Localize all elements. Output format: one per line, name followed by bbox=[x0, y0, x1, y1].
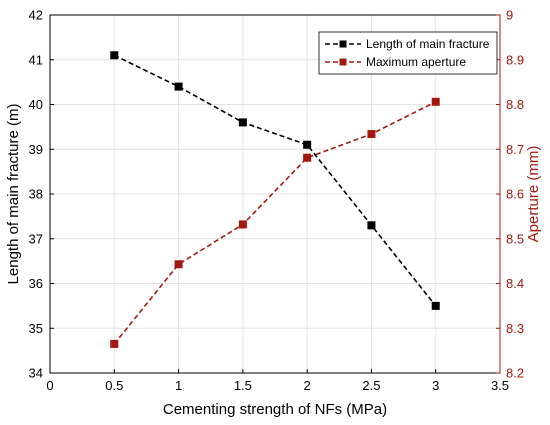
data-point bbox=[431, 301, 440, 310]
data-point bbox=[367, 130, 376, 139]
x-tick-label: 3.5 bbox=[491, 378, 509, 393]
left-y-tick-label: 38 bbox=[29, 187, 43, 202]
series-2 bbox=[110, 97, 440, 348]
left-y-tick-label: 36 bbox=[29, 276, 43, 291]
right-y-tick-label: 8.7 bbox=[506, 142, 524, 157]
legend-item: Length of main fracture bbox=[325, 37, 490, 51]
x-tick-label: 0.5 bbox=[105, 378, 123, 393]
x-tick-label: 3 bbox=[432, 378, 439, 393]
data-point bbox=[174, 260, 183, 269]
data-point bbox=[303, 153, 312, 162]
right-y-tick-label: 8.8 bbox=[506, 97, 524, 112]
right-y-tick-label: 8.5 bbox=[506, 231, 524, 246]
x-tick-label: 0 bbox=[46, 378, 53, 393]
data-point bbox=[367, 221, 376, 230]
x-axis-label: Cementing strength of NFs (MPa) bbox=[163, 401, 387, 418]
legend-marker bbox=[339, 40, 347, 48]
data-point bbox=[174, 82, 183, 91]
data-point bbox=[110, 51, 119, 60]
left-y-tick-label: 34 bbox=[29, 366, 43, 381]
series-layer bbox=[110, 51, 440, 348]
series-1 bbox=[110, 51, 440, 310]
right-y-tick-label: 8.2 bbox=[506, 366, 524, 381]
left-y-tick-label: 42 bbox=[29, 8, 43, 23]
left-y-tick-label: 39 bbox=[29, 142, 43, 157]
x-tick-label: 1 bbox=[175, 378, 182, 393]
left-y-tick-label: 35 bbox=[29, 321, 43, 336]
right-y-axis-label: Aperture (mm) bbox=[525, 146, 542, 243]
right-y-tick-label: 8.9 bbox=[506, 52, 524, 67]
right-y-tick-label: 8.6 bbox=[506, 187, 524, 202]
legend-item: Maximum aperture bbox=[325, 55, 466, 69]
legend-marker bbox=[339, 58, 347, 66]
data-point bbox=[110, 339, 119, 348]
legend-label: Maximum aperture bbox=[366, 55, 466, 69]
left-y-tick-label: 37 bbox=[29, 231, 43, 246]
right-y-tick-label: 8.4 bbox=[506, 276, 524, 291]
data-point bbox=[431, 97, 440, 106]
legend-box bbox=[318, 31, 498, 75]
legend: Length of main fracture Maximum aperture bbox=[318, 31, 498, 75]
data-point bbox=[238, 220, 247, 229]
series-line bbox=[113, 101, 437, 345]
right-y-axis: 8.2 8.3 8.4 8.5 8.6 8.7 8.8 8.9 9 bbox=[496, 8, 524, 381]
right-y-tick-label: 9 bbox=[506, 8, 513, 23]
x-tick-label: 2.5 bbox=[362, 378, 380, 393]
x-tick-label: 2 bbox=[304, 378, 311, 393]
series-line bbox=[113, 54, 437, 307]
x-tick-label: 1.5 bbox=[234, 378, 252, 393]
data-point bbox=[238, 118, 247, 127]
left-y-axis: 34 35 36 37 38 39 40 41 42 bbox=[29, 8, 54, 381]
x-axis: 0 0.5 1 1.5 2 2.5 3 3.5 bbox=[46, 369, 509, 393]
left-y-tick-label: 41 bbox=[29, 52, 43, 67]
legend-label: Length of main fracture bbox=[366, 37, 490, 51]
left-y-axis-label: Length of main fracture (m) bbox=[5, 104, 22, 285]
right-y-tick-label: 8.3 bbox=[506, 321, 524, 336]
data-point bbox=[303, 140, 312, 149]
left-y-tick-label: 40 bbox=[29, 97, 43, 112]
